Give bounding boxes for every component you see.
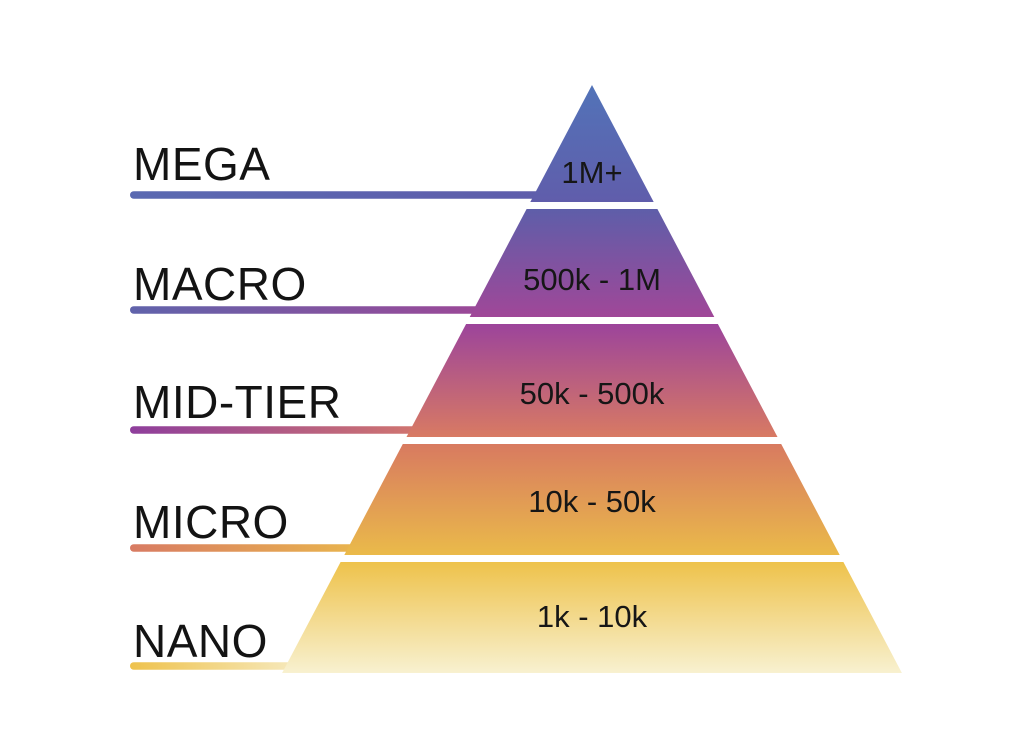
tier-label-micro: MICRO [133, 496, 289, 548]
tier-mega: 1M+ [530, 85, 654, 202]
tier-underline-macro [130, 306, 482, 314]
tier-nano: 1k - 10k [282, 562, 902, 673]
tier-mid-tier: 50k - 500k [406, 324, 778, 437]
tier-underline-mid-tier [130, 426, 422, 434]
tier-range-mid-tier: 50k - 500k [520, 376, 665, 411]
tier-macro: 500k - 1M [469, 209, 715, 317]
tier-underline-nano [130, 662, 297, 670]
tier-shape-mid-tier [406, 324, 778, 437]
tier-label-nano: NANO [133, 615, 268, 667]
tier-underline-micro [130, 544, 359, 552]
tier-label-macro: MACRO [133, 258, 307, 310]
tier-range-macro: 500k - 1M [523, 262, 661, 297]
tier-shape-nano [282, 562, 902, 673]
tier-label-mega: MEGA [133, 138, 270, 190]
tier-shape-micro [344, 444, 840, 555]
tier-underline-mega [130, 191, 548, 199]
tier-shape-mega [530, 85, 654, 202]
tier-range-micro: 10k - 50k [528, 484, 656, 519]
tier-micro: 10k - 50k [344, 444, 840, 555]
tier-range-mega: 1M+ [561, 155, 622, 190]
tier-shape-macro [469, 209, 715, 317]
tier-range-nano: 1k - 10k [537, 599, 648, 634]
tier-label-mid-tier: MID-TIER [133, 376, 341, 428]
